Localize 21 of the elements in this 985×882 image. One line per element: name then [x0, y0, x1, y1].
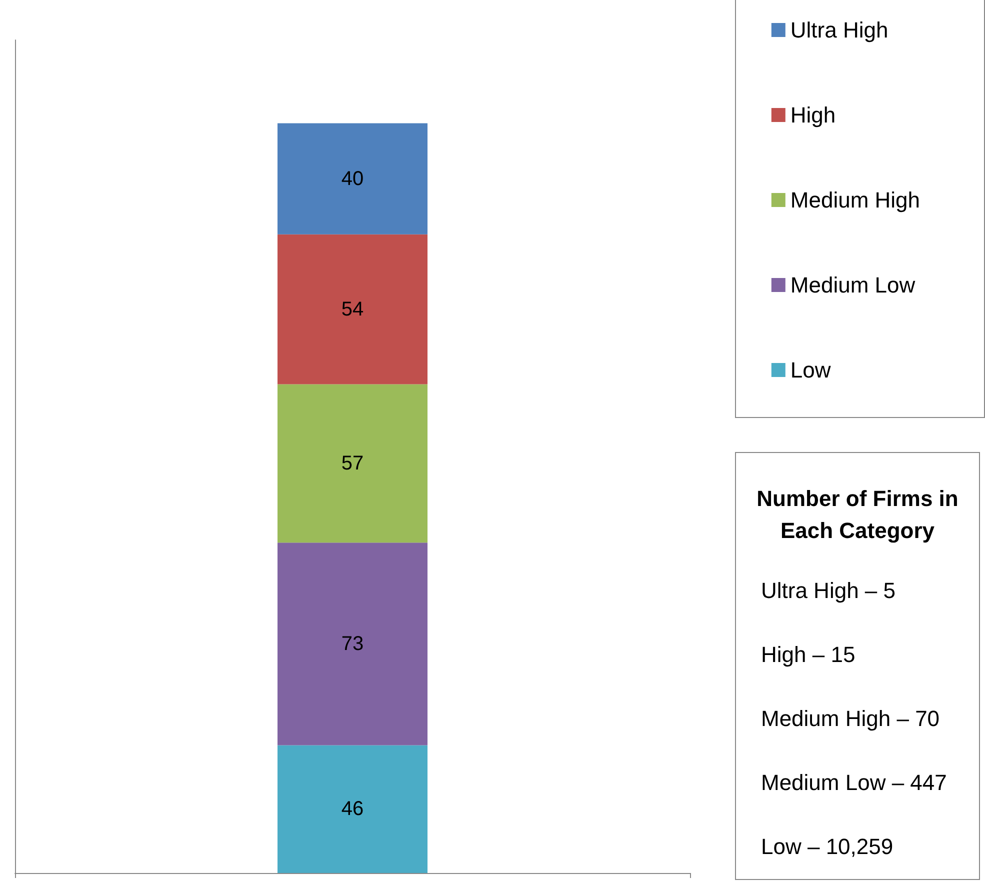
text: Medium Low – 447 — [761, 769, 948, 797]
bar — [278, 234, 428, 384]
bar — [278, 542, 428, 746]
legend-label: High — [790, 102, 836, 128]
bar — [278, 745, 428, 873]
legend-label: Medium High — [790, 188, 920, 212]
data-label: 46 — [341, 798, 364, 820]
data-label: 57 — [341, 452, 364, 474]
legend-label: Medium Low — [790, 272, 916, 298]
text: Number of Firms in Each Category — [756, 485, 960, 545]
bar — [278, 384, 428, 543]
text: Low – 10,259 — [761, 833, 894, 861]
legend-label: Ultra High — [790, 18, 888, 42]
data-label: 54 — [341, 298, 364, 320]
text: High – 15 — [761, 641, 856, 669]
data-label: 40 — [341, 168, 364, 190]
text: Ultra High – 5 — [761, 577, 897, 605]
text: Medium High – 70 — [761, 705, 941, 733]
legend-label: Low — [790, 358, 831, 382]
bar — [278, 123, 428, 234]
data-label: 73 — [341, 632, 364, 655]
